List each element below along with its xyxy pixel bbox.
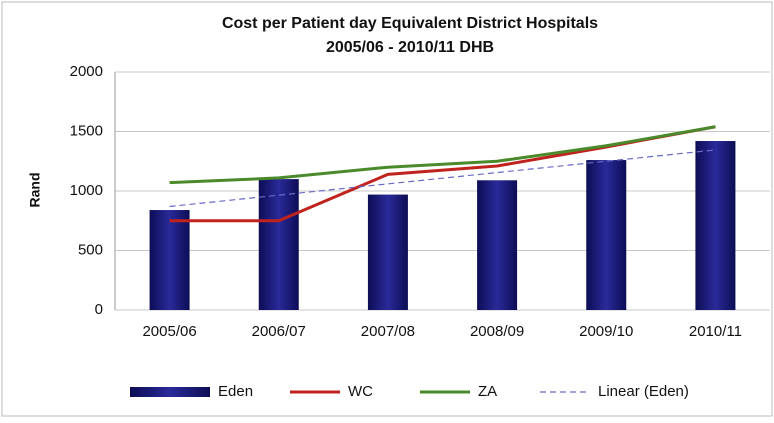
x-tick-label: 2006/07 — [252, 323, 306, 340]
y-tick-label: 0 — [95, 301, 103, 318]
legend-swatch — [130, 387, 210, 397]
x-tick-label: 2009/10 — [579, 323, 633, 340]
legend-label: Linear (Eden) — [598, 383, 689, 400]
y-tick-label: 1000 — [70, 182, 103, 199]
chart-subtitle: 2005/06 - 2010/11 DHB — [326, 39, 494, 56]
y-tick-label: 1500 — [70, 122, 103, 139]
bar — [695, 141, 736, 310]
x-tick-label: 2010/11 — [689, 323, 742, 340]
bar — [149, 210, 190, 310]
bar — [367, 194, 408, 310]
x-tick-label: 2008/09 — [470, 323, 524, 340]
x-tick-label: 2005/06 — [142, 323, 196, 340]
legend-label: Eden — [218, 383, 253, 400]
bar — [477, 180, 518, 310]
chart-title: Cost per Patient day Equivalent District… — [222, 15, 598, 32]
y-tick-label: 500 — [78, 241, 103, 258]
trend-line — [169, 149, 716, 208]
bar — [586, 160, 627, 310]
legend-label: ZA — [478, 383, 497, 400]
legend-label: WC — [348, 383, 373, 400]
bar — [258, 179, 299, 310]
x-tick-label: 2007/08 — [361, 323, 415, 340]
line — [169, 125, 716, 185]
y-axis-label: Rand — [27, 173, 43, 208]
y-tick-label: 2000 — [70, 63, 103, 80]
